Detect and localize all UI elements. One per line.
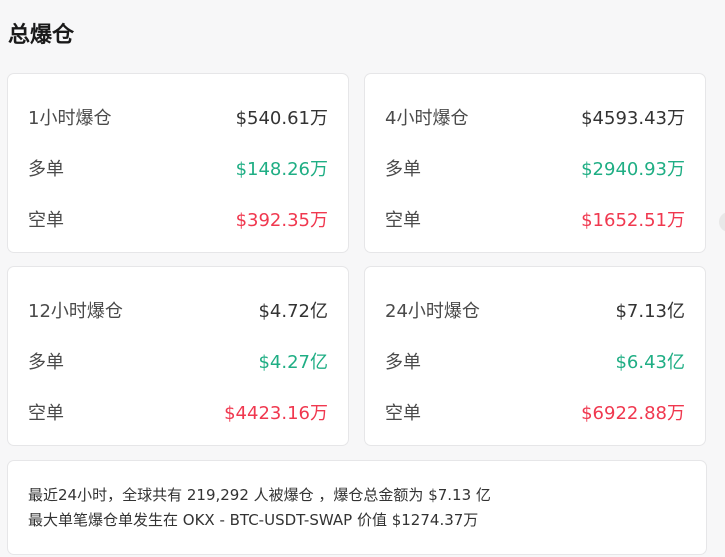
short-value: $392.35万 — [235, 210, 328, 231]
long-value: $6.43亿 — [615, 352, 685, 373]
scroll-handle[interactable] — [719, 212, 725, 232]
total-value: $7.13亿 — [615, 301, 685, 322]
card-12h: 12小时爆仓 $4.72亿 多单 $4.27亿 空单 $4423.16万 — [7, 266, 349, 446]
short-value: $4423.16万 — [224, 403, 328, 424]
short-label: 空单 — [28, 210, 64, 231]
short-label: 空单 — [385, 403, 421, 424]
summary-line-2: 最大单笔爆仓单发生在 OKX - BTC-USDT-SWAP 价值 $1274.… — [28, 511, 479, 529]
summary-box: 最近24小时，全球共有 219,292 人被爆仓 ，爆仓总金额为 $7.13 亿… — [7, 460, 707, 555]
long-label: 多单 — [385, 159, 421, 180]
card-24h: 24小时爆仓 $7.13亿 多单 $6.43亿 空单 $6922.88万 — [364, 266, 706, 446]
short-value: $1652.51万 — [581, 210, 685, 231]
summary-line-1: 最近24小时，全球共有 219,292 人被爆仓 ，爆仓总金额为 $7.13 亿 — [28, 486, 491, 504]
total-value: $4593.43万 — [581, 108, 685, 129]
card-label: 4小时爆仓 — [385, 108, 469, 129]
short-value: $6922.88万 — [581, 403, 685, 424]
short-label: 空单 — [28, 403, 64, 424]
card-4h: 4小时爆仓 $4593.43万 多单 $2940.93万 空单 $1652.51万 — [364, 73, 706, 253]
long-label: 多单 — [28, 352, 64, 373]
long-value: $148.26万 — [235, 159, 328, 180]
long-label: 多单 — [28, 159, 64, 180]
long-label: 多单 — [385, 352, 421, 373]
total-value: $540.61万 — [235, 108, 328, 129]
long-value: $2940.93万 — [581, 159, 685, 180]
card-1h: 1小时爆仓 $540.61万 多单 $148.26万 空单 $392.35万 — [7, 73, 349, 253]
card-label: 24小时爆仓 — [385, 301, 480, 322]
total-value: $4.72亿 — [258, 301, 328, 322]
page-title: 总爆仓 — [8, 23, 75, 48]
short-label: 空单 — [385, 210, 421, 231]
long-value: $4.27亿 — [258, 352, 328, 373]
card-label: 12小时爆仓 — [28, 301, 123, 322]
card-label: 1小时爆仓 — [28, 108, 112, 129]
